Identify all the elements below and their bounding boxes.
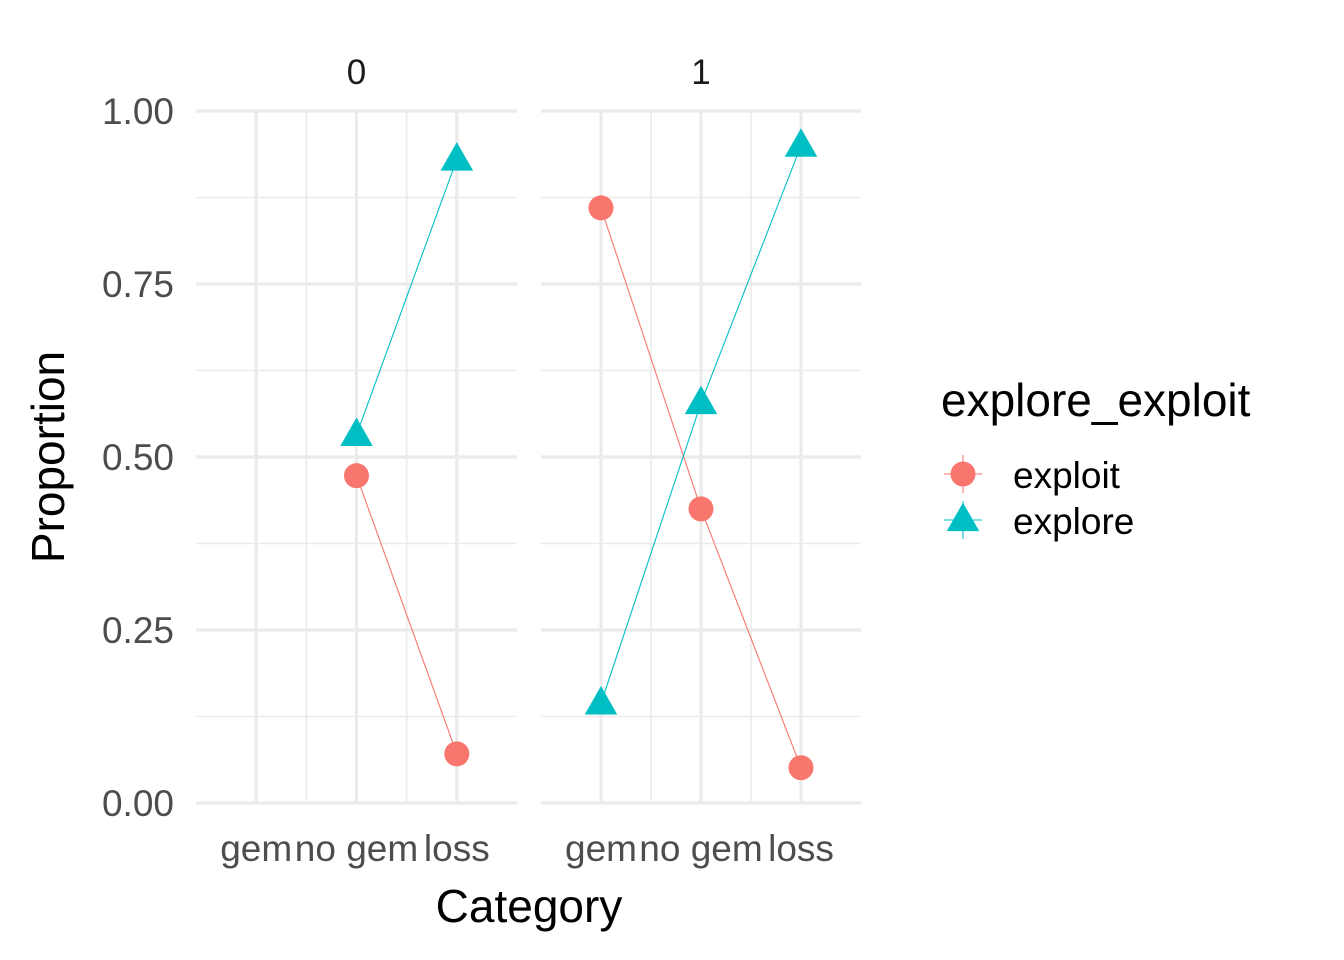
legend-label-exploit: exploit [1013, 455, 1121, 496]
y-axis-title: Proportion [22, 351, 74, 563]
panel-gridlines [196, 109, 861, 805]
point-exploit [588, 195, 614, 221]
point-exploit [444, 741, 470, 767]
legend-key-explore-icon [946, 502, 980, 532]
series-line-exploit [700, 508, 802, 768]
series-line-exploit [600, 207, 702, 510]
chart-marks [340, 128, 818, 781]
series-line-exploit [355, 475, 458, 755]
y-tick-label: 0.75 [102, 264, 174, 305]
point-explore [440, 142, 474, 171]
legend-keys [944, 455, 982, 539]
x-tick-label: no gem [295, 828, 418, 869]
series-line-explore [700, 145, 802, 404]
x-axis-title: Category [436, 880, 623, 932]
y-tick-label: 0.00 [102, 783, 174, 824]
x-tick-label: loss [424, 828, 490, 869]
point-exploit [344, 463, 369, 489]
x-tick-label: gem [565, 828, 637, 869]
point-explore [684, 385, 718, 415]
x-tick-label: no gem [639, 828, 762, 869]
point-explore [340, 417, 373, 447]
facet-strip-label: 1 [691, 53, 710, 92]
legend-key-exploit-icon [950, 461, 976, 487]
y-tick-label: 0.25 [102, 610, 174, 651]
point-exploit [788, 755, 814, 781]
x-tick-label: loss [768, 828, 834, 869]
series-line-explore [355, 159, 458, 436]
legend-label-explore: explore [1013, 501, 1134, 542]
x-tick-label: gem [220, 828, 292, 869]
point-exploit [688, 496, 714, 522]
facet-strip-label: 0 [347, 53, 366, 92]
y-tick-label: 1.00 [102, 91, 174, 132]
legend: explore_exploit exploit explore [941, 374, 1251, 542]
legend-title: explore_exploit [941, 374, 1251, 426]
point-explore [584, 685, 618, 715]
point-explore [784, 128, 818, 157]
y-tick-label: 0.50 [102, 437, 174, 478]
series-line-explore [600, 402, 702, 704]
